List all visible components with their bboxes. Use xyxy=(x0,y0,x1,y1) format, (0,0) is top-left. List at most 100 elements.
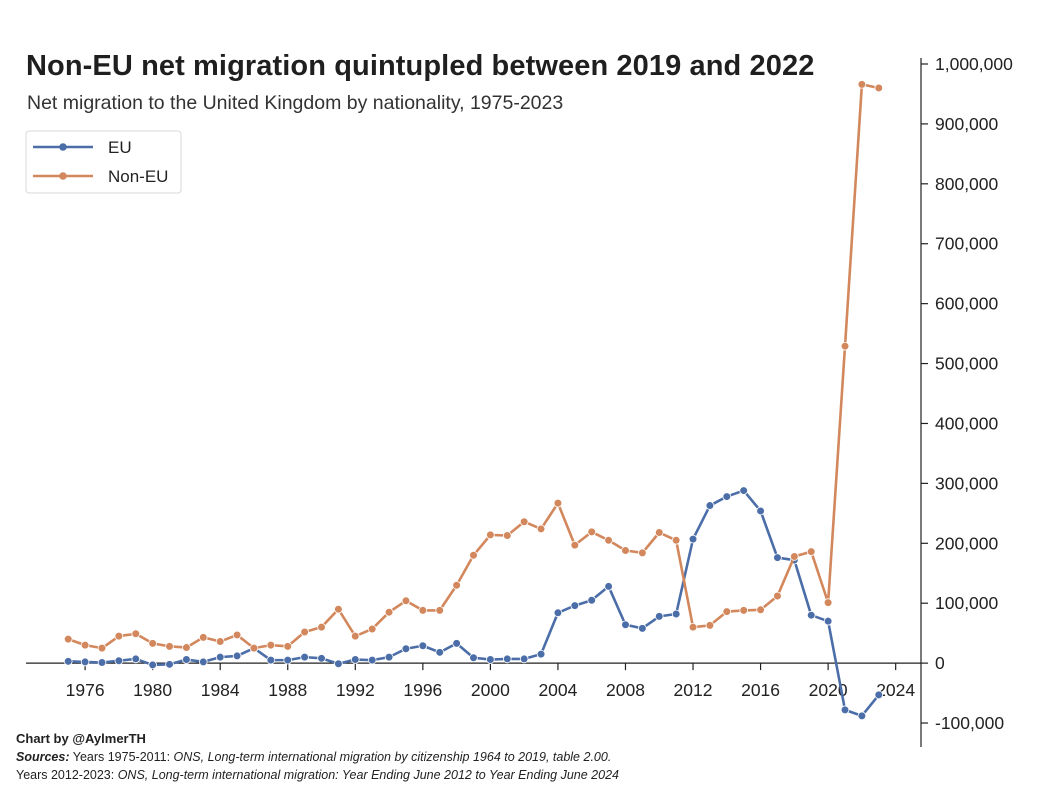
data-point-non-eu-2009 xyxy=(638,548,647,558)
y-tick-label-2: 100,000 xyxy=(935,593,999,613)
x-tick-label-2024: 2024 xyxy=(876,680,915,700)
data-point-non-eu-2021 xyxy=(840,341,850,351)
y-tick-label-8: 700,000 xyxy=(935,234,999,254)
data-point-non-eu-1995 xyxy=(401,596,411,606)
x-tick-label-2016: 2016 xyxy=(741,680,780,700)
data-point-non-eu-1975 xyxy=(63,634,73,644)
data-point-eu-1988 xyxy=(283,655,293,665)
y-tick-label-0: -100,000 xyxy=(935,713,1004,733)
axes: 1976 1980 1984 1988 1992 1996 2000 2004 2008 2012… xyxy=(26,54,1013,747)
data-point-non-eu-1992 xyxy=(350,631,360,641)
data-point-non-eu-1998 xyxy=(452,580,461,590)
data-point-eu-1979 xyxy=(131,654,141,664)
data-point-eu-2017 xyxy=(773,553,782,562)
data-point-eu-1999 xyxy=(469,653,478,663)
data-point-non-eu-1976 xyxy=(80,640,90,650)
data-point-non-eu-2003 xyxy=(536,524,546,534)
x-tick-label-2004: 2004 xyxy=(538,680,577,700)
data-point-non-eu-2020 xyxy=(823,598,833,607)
data-point-eu-2008 xyxy=(621,620,630,630)
data-point-eu-1993 xyxy=(367,655,377,665)
x-tick-label-2012: 2012 xyxy=(674,680,713,700)
data-point-eu-1990 xyxy=(317,654,326,663)
data-point-non-eu-1991 xyxy=(334,604,343,614)
data-point-non-eu-2006 xyxy=(587,527,597,537)
data-point-non-eu-1985 xyxy=(232,630,242,640)
data-point-eu-2005 xyxy=(570,601,580,610)
data-point-non-eu-2012 xyxy=(688,622,698,632)
data-point-eu-1983 xyxy=(199,657,208,667)
data-point-non-eu-2017 xyxy=(773,591,782,601)
y-tick-label-10: 900,000 xyxy=(935,114,999,134)
series-layer xyxy=(63,80,884,721)
data-point-non-eu-2004 xyxy=(553,498,563,508)
y-tick-label-9: 800,000 xyxy=(935,174,999,194)
source1-citation: ONS, Long-term international migration b… xyxy=(173,750,612,764)
data-point-non-eu-2022 xyxy=(857,80,867,89)
data-point-eu-1992 xyxy=(350,655,360,664)
data-point-non-eu-2002 xyxy=(519,517,529,527)
data-point-non-eu-2010 xyxy=(654,528,664,537)
data-point-eu-1976 xyxy=(80,657,90,667)
y-tick-label-6: 500,000 xyxy=(935,354,999,374)
data-point-non-eu-1997 xyxy=(435,606,445,615)
chart-subtitle: Net migration to the United Kingdom by n… xyxy=(27,92,564,114)
data-point-non-eu-2000 xyxy=(486,530,495,540)
data-point-eu-2019 xyxy=(806,610,816,620)
data-point-non-eu-1981 xyxy=(165,642,174,651)
data-point-non-eu-1986 xyxy=(249,643,259,653)
data-point-non-eu-1988 xyxy=(283,642,293,651)
data-point-non-eu-2011 xyxy=(671,535,681,545)
data-point-eu-1991 xyxy=(334,659,343,669)
x-tick-label-2020: 2020 xyxy=(809,680,848,700)
y-tick-label-5: 400,000 xyxy=(935,413,999,433)
data-point-non-eu-1980 xyxy=(148,639,157,648)
legend-marker-non-eu xyxy=(59,172,67,180)
data-point-eu-2021 xyxy=(840,705,850,715)
source2-citation: ONS, Long-term international migration: … xyxy=(117,768,619,782)
data-point-non-eu-1999 xyxy=(469,550,478,560)
data-point-non-eu-2001 xyxy=(502,531,512,540)
sources-label: Sources: xyxy=(16,750,70,764)
source-line-2: Years 2012-2023: ONS, Long-term internat… xyxy=(16,768,619,782)
data-point-eu-1977 xyxy=(97,658,107,667)
chart-title: Non-EU net migration quintupled between … xyxy=(26,50,815,82)
legend-label-non-eu: Non-EU xyxy=(108,167,168,186)
x-tick-label-1992: 1992 xyxy=(336,680,375,700)
data-point-non-eu-1996 xyxy=(418,606,428,615)
data-point-eu-2001 xyxy=(502,654,512,664)
data-point-non-eu-2013 xyxy=(705,621,715,630)
y-tick-label-4: 300,000 xyxy=(935,473,999,493)
legend-item-non-eu: Non-EU xyxy=(33,167,168,186)
legend-item-eu: EU xyxy=(33,138,132,157)
data-point-non-eu-2014 xyxy=(722,607,732,616)
data-point-non-eu-1993 xyxy=(367,624,377,634)
data-point-non-eu-2018 xyxy=(790,552,799,561)
data-point-eu-1994 xyxy=(384,652,394,662)
x-tick-label-1996: 1996 xyxy=(403,680,442,700)
y-tick-label-7: 600,000 xyxy=(935,294,999,314)
data-point-eu-2006 xyxy=(587,595,597,605)
data-point-eu-1985 xyxy=(232,651,242,661)
data-point-non-eu-1984 xyxy=(215,637,225,646)
data-point-eu-2003 xyxy=(536,649,546,659)
data-point-eu-1982 xyxy=(182,655,191,664)
data-point-eu-2007 xyxy=(604,582,613,591)
data-point-eu-1998 xyxy=(452,639,461,648)
data-point-eu-2022 xyxy=(857,711,867,721)
data-point-non-eu-1978 xyxy=(114,631,124,641)
data-point-eu-1981 xyxy=(165,660,174,669)
legend-label-eu: EU xyxy=(108,138,132,157)
legend-marker-eu xyxy=(59,143,67,151)
series-line-non-eu xyxy=(66,83,881,650)
data-point-eu-2014 xyxy=(722,492,732,501)
data-point-eu-1980 xyxy=(148,660,157,670)
y-tick-label-1: 0 xyxy=(935,653,945,673)
data-point-eu-1995 xyxy=(401,644,411,654)
x-tick-label-1988: 1988 xyxy=(268,680,307,700)
source2-prefix: Years 2012-2023: xyxy=(16,768,118,782)
data-point-non-eu-1983 xyxy=(199,633,208,642)
data-point-eu-1978 xyxy=(114,656,124,666)
data-point-non-eu-1979 xyxy=(131,629,141,639)
data-point-non-eu-2005 xyxy=(570,540,580,550)
